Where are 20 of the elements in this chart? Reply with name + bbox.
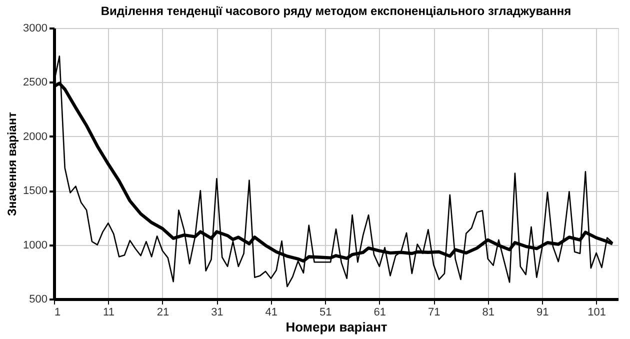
y-axis-title: Значення варіант xyxy=(5,112,20,216)
x-tick-label: 31 xyxy=(211,306,224,318)
y-tick-label: 500 xyxy=(29,294,48,306)
chart-title: Виділення тенденції часового ряду методом експоненціального згладжування xyxy=(100,4,572,18)
y-tick-label: 2500 xyxy=(23,76,48,89)
x-tick-label: 11 xyxy=(103,306,114,318)
x-tick-label: 21 xyxy=(156,306,170,318)
y-tick-label: 1500 xyxy=(23,185,48,198)
x-tick-label: 81 xyxy=(482,306,494,318)
x-axis-title: Номери варіант xyxy=(286,320,388,334)
x-tick-label: 71 xyxy=(428,306,440,318)
x-tick-label: 1 xyxy=(54,306,61,318)
x-tick-label: 51 xyxy=(320,306,332,318)
y-tick-label: 1000 xyxy=(23,239,48,252)
x-tick-label: 91 xyxy=(536,306,549,318)
y-tick-label: 2000 xyxy=(23,130,48,143)
x-tick-label: 61 xyxy=(374,306,386,318)
x-tick-label: 41 xyxy=(265,306,278,318)
y-tick-label: 3000 xyxy=(23,22,48,34)
x-tick-label: 101 xyxy=(588,306,606,318)
